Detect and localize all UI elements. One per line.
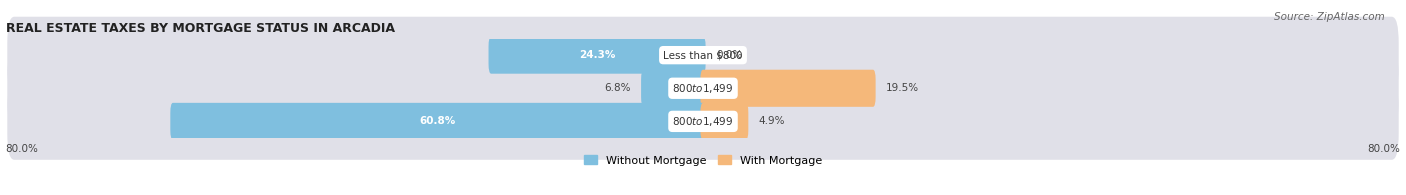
FancyBboxPatch shape [7, 17, 1399, 94]
Text: 4.9%: 4.9% [759, 116, 786, 126]
FancyBboxPatch shape [170, 103, 706, 140]
Text: Less than $800: Less than $800 [664, 50, 742, 60]
FancyBboxPatch shape [641, 70, 706, 107]
Text: $800 to $1,499: $800 to $1,499 [672, 115, 734, 128]
FancyBboxPatch shape [7, 50, 1399, 127]
Text: 24.3%: 24.3% [579, 50, 616, 60]
Text: $800 to $1,499: $800 to $1,499 [672, 82, 734, 95]
Text: Source: ZipAtlas.com: Source: ZipAtlas.com [1274, 12, 1385, 22]
Text: REAL ESTATE TAXES BY MORTGAGE STATUS IN ARCADIA: REAL ESTATE TAXES BY MORTGAGE STATUS IN … [6, 22, 395, 35]
FancyBboxPatch shape [7, 83, 1399, 160]
Text: 80.0%: 80.0% [1368, 144, 1400, 154]
Text: 19.5%: 19.5% [886, 83, 920, 93]
Text: 80.0%: 80.0% [6, 144, 38, 154]
Text: 6.8%: 6.8% [605, 83, 631, 93]
FancyBboxPatch shape [700, 103, 748, 140]
FancyBboxPatch shape [700, 70, 876, 107]
Legend: Without Mortgage, With Mortgage: Without Mortgage, With Mortgage [579, 151, 827, 170]
FancyBboxPatch shape [488, 37, 706, 74]
Text: 0.0%: 0.0% [716, 50, 742, 60]
Text: 60.8%: 60.8% [420, 116, 456, 126]
